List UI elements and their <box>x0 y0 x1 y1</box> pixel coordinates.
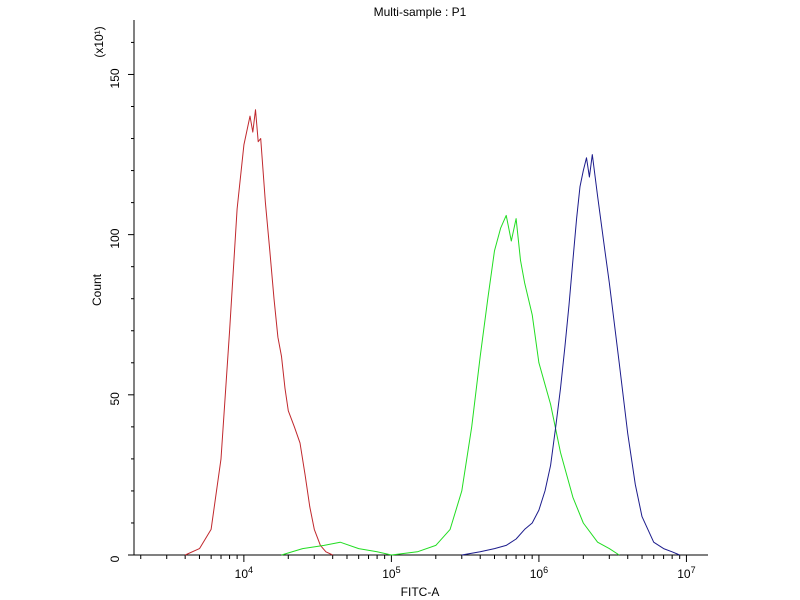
y-axis-multiplier-label: (x10¹) <box>92 26 106 57</box>
series-layer <box>184 109 680 556</box>
x-tick-label: 106 <box>530 565 548 581</box>
x-axis-label: FITC-A <box>401 585 440 599</box>
plot-frame <box>133 20 708 556</box>
axis-lines <box>133 20 708 556</box>
x-tick-label: 105 <box>382 565 400 581</box>
x-axis: 104 105 106 107 <box>140 555 696 581</box>
y-tick-label: 150 <box>108 68 122 88</box>
y-axis-label: Count <box>90 273 104 306</box>
y-tick-label: 100 <box>108 228 122 248</box>
y-tick-label: 0 <box>108 555 122 562</box>
x-tick-label: 107 <box>677 565 695 581</box>
histogram-series-3 <box>461 154 680 556</box>
y-axis: 0 50 100 150 <box>108 41 134 562</box>
chart-title: Multi-sample : P1 <box>374 5 467 19</box>
histogram-series-1 <box>184 109 333 556</box>
x-tick-label: 104 <box>235 565 253 581</box>
histogram-series-2 <box>281 214 620 556</box>
y-tick-label: 50 <box>108 392 122 406</box>
